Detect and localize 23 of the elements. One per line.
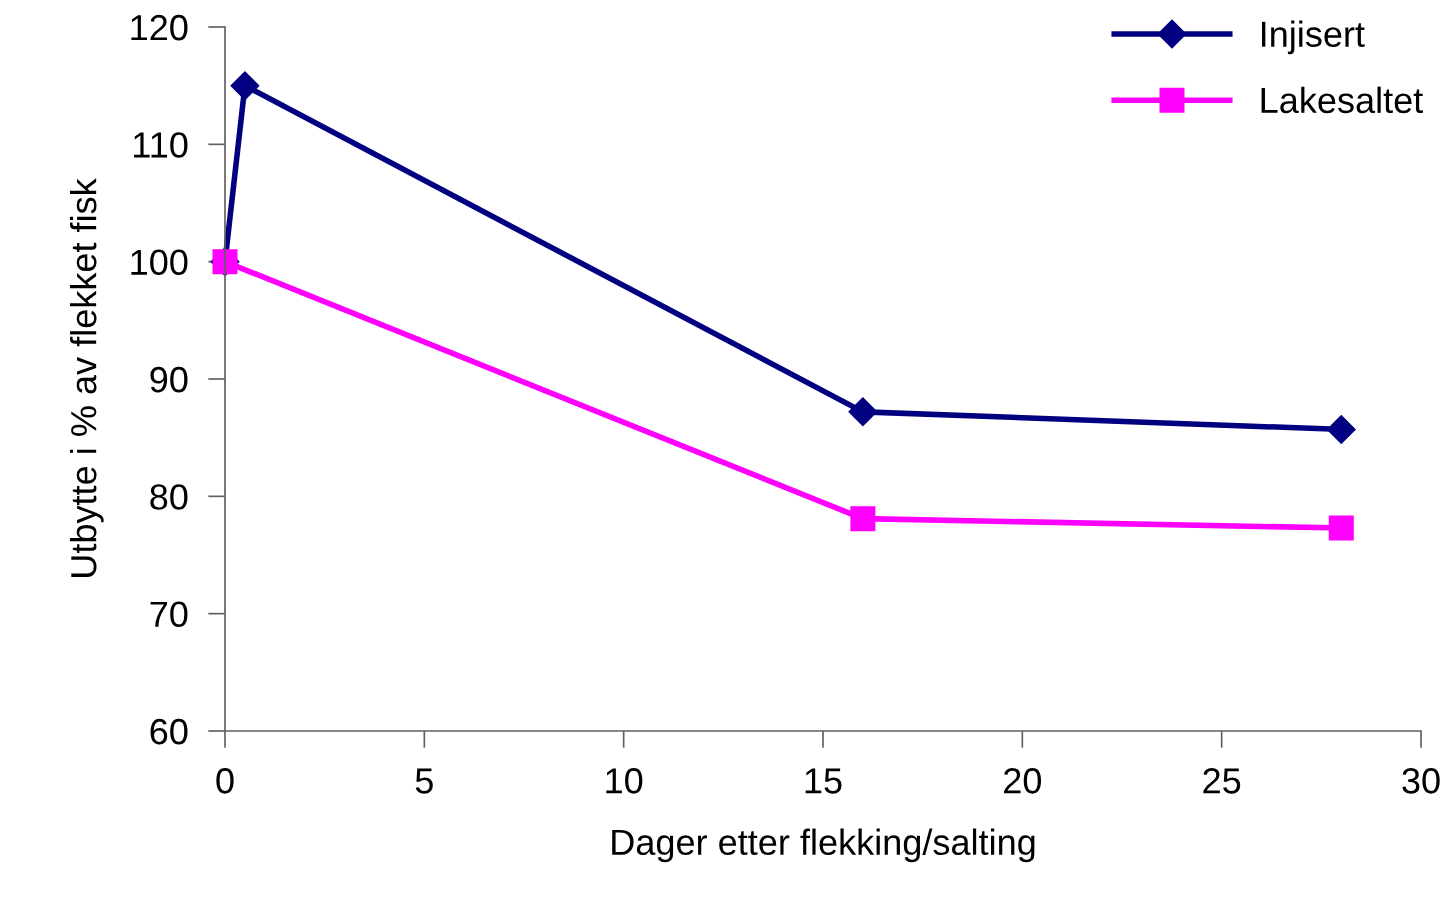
x-tick-label: 25	[1203, 768, 1241, 794]
x-tick-label: 15	[805, 768, 842, 794]
x-tick-label: 20	[1004, 768, 1042, 794]
x-tick-label: 0	[216, 768, 234, 794]
point	[848, 397, 878, 427]
point	[850, 506, 876, 532]
point	[230, 71, 260, 101]
y-tick-label: 120	[131, 14, 188, 41]
y-axis-title: Utbytte i % av flekket fisk	[69, 178, 104, 577]
x-axis-title: Dager etter flekking/salting	[612, 828, 1035, 863]
y-tick-label: 100	[131, 249, 188, 276]
legend-label: Injisert	[1261, 20, 1365, 55]
legend-label: Lakesaltet	[1261, 86, 1423, 114]
y-tick-label: 60	[150, 718, 188, 745]
y-tick-label: 90	[150, 366, 188, 393]
x-tick-label: 5	[415, 768, 433, 794]
y-tick-label: 110	[134, 132, 188, 158]
y-tick-label: 70	[150, 601, 188, 628]
x-tick-label: 30	[1402, 768, 1440, 794]
x-tick-label: 10	[606, 768, 643, 794]
y-tick-label: 80	[150, 484, 188, 510]
point	[1328, 515, 1354, 541]
point	[1326, 415, 1356, 444]
